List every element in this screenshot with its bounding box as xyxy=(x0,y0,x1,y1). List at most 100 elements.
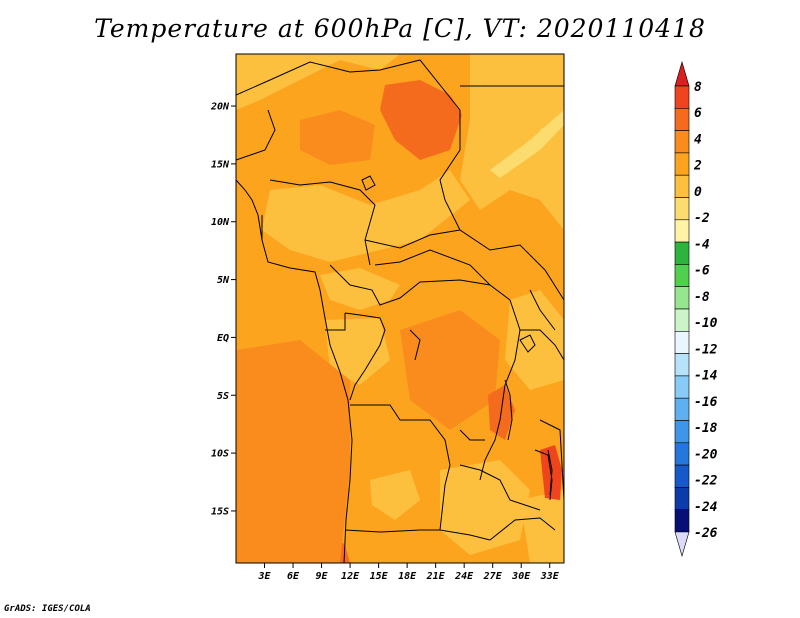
cool-streak-east-2 xyxy=(540,118,562,136)
colorbar-label: 4 xyxy=(694,132,702,147)
border-north-1 xyxy=(236,59,461,111)
colorbar-label: 8 xyxy=(694,80,702,95)
warm-band-south xyxy=(440,460,530,555)
border-cameroon xyxy=(329,264,511,306)
colorbar-swatch xyxy=(674,308,690,332)
colorbar-label: -4 xyxy=(694,237,710,252)
colorbar-min-triangle xyxy=(674,531,690,558)
border-kenya xyxy=(529,289,556,331)
lon-tick-label: 30E xyxy=(511,571,531,582)
lon-tick-label: 6E xyxy=(287,571,300,582)
lake-chad xyxy=(361,175,376,191)
colorbar-swatch xyxy=(674,420,690,444)
colorbar-label: 6 xyxy=(694,106,702,121)
lake-malawi xyxy=(547,449,553,496)
colorbar-label: -2 xyxy=(694,211,710,226)
chart-title: Temperature at 600hPa [C], VT: 202011041… xyxy=(94,14,706,43)
colorbar-label: -10 xyxy=(694,316,718,331)
coastline-west-africa xyxy=(236,179,353,563)
lon-tick-label: 9E xyxy=(316,571,329,582)
border-angola-north xyxy=(350,404,451,466)
lat-tick-label: 5S xyxy=(217,391,229,402)
colorbar-label: 2 xyxy=(693,159,702,174)
border-zambia xyxy=(459,464,541,511)
border-south-drc xyxy=(459,429,485,441)
colorbar-label: -16 xyxy=(694,395,718,410)
hot-patch-atlantic xyxy=(236,340,350,563)
colorbar-swatch xyxy=(674,509,690,533)
colorbar-swatch xyxy=(674,108,690,131)
lat-tick-label: 15N xyxy=(211,159,230,170)
lat-tick-label: 15S xyxy=(211,506,229,517)
border-mozambique xyxy=(539,419,564,501)
colorbar-label: -22 xyxy=(694,474,718,489)
colorbar-swatch xyxy=(674,219,690,243)
lon-tick-label: 15E xyxy=(370,571,389,582)
map-frame xyxy=(235,53,565,564)
colorbar-swatch xyxy=(674,353,690,377)
border-chad-car xyxy=(374,249,491,286)
warm-band-central xyxy=(320,268,400,310)
lon-tick-label: 27E xyxy=(483,571,503,582)
colorbar-swatch xyxy=(674,397,690,421)
colorbar-label: -8 xyxy=(694,290,710,305)
lat-tick-label: 20N xyxy=(210,102,230,113)
warm-band-sahel xyxy=(262,170,470,262)
lat-tick-label: 10S xyxy=(211,449,229,460)
border-tanzania xyxy=(520,329,564,361)
colorbar-swatch xyxy=(674,264,690,287)
warm-band-congo-west xyxy=(325,318,390,385)
lat-tick-label: 5N xyxy=(217,275,230,286)
border-gabon xyxy=(325,313,346,331)
border-drc-east xyxy=(479,299,521,481)
warm-band-angola xyxy=(370,470,420,520)
latitude-axis: 20N 15N 10N 5N EQ 5S 10S 15S xyxy=(210,102,236,517)
warm-band-north-west xyxy=(236,54,400,110)
colorbar-swatch xyxy=(674,487,690,510)
colorbar-swatch xyxy=(674,152,690,176)
lon-tick-label: 18E xyxy=(398,571,417,582)
lake-tanganyika xyxy=(504,379,513,441)
colorbar-swatch xyxy=(674,375,690,399)
colorbar: 8 6 4 2 0 -2 -4 -6 -8 -10 -12 -14 -16 -18 -20 -22 -24 -26 xyxy=(674,60,718,558)
colorbar-swatch xyxy=(674,241,690,265)
colorbar-swatch xyxy=(674,174,690,198)
colorbar-swatch xyxy=(674,464,690,488)
hot-patch-niger xyxy=(300,110,375,165)
colorbar-swatch xyxy=(674,330,690,354)
lon-tick-label: 21E xyxy=(426,571,446,582)
warm-band-mozambique xyxy=(520,490,564,563)
colorbar-label: -14 xyxy=(694,369,718,384)
longitude-axis: 3E 6E 9E 12E 15E 18E 21E 24E 27E 30E 33E xyxy=(257,563,560,582)
border-namibia xyxy=(344,529,440,533)
warm-band-east xyxy=(460,54,564,230)
border-kasai xyxy=(409,329,421,361)
colorbar-label: -26 xyxy=(694,526,718,541)
lon-tick-label: 24E xyxy=(454,571,474,582)
colorbar-swatch xyxy=(674,130,690,154)
lat-tick-label: 10N xyxy=(211,217,230,228)
border-mali xyxy=(236,109,276,161)
colorbar-label: 0 xyxy=(694,185,702,200)
colorbar-swatch xyxy=(674,85,690,109)
hot-patch-chad xyxy=(380,80,462,160)
colorbar-label: -24 xyxy=(694,500,718,515)
colorbar-label: -12 xyxy=(694,342,718,357)
colorbar-label: -20 xyxy=(694,447,718,462)
colorbar-swatch xyxy=(674,286,690,310)
country-borders xyxy=(236,59,564,563)
lake-victoria xyxy=(519,334,536,353)
grads-credit: GrADS: IGES/COLA xyxy=(4,604,91,614)
lon-tick-label: 12E xyxy=(341,571,360,582)
colorbar-swatch xyxy=(674,197,690,221)
colorbar-label: -18 xyxy=(694,421,718,436)
warm-band-east-africa xyxy=(505,290,564,390)
colorbar-swatch xyxy=(674,442,690,466)
border-malawi xyxy=(534,449,553,501)
border-congo xyxy=(344,312,386,401)
border-sahel-2 xyxy=(364,229,461,249)
colorbar-max-triangle xyxy=(674,60,690,87)
hot-patch-drc xyxy=(400,310,500,430)
lat-tick-label: EQ xyxy=(217,333,229,344)
